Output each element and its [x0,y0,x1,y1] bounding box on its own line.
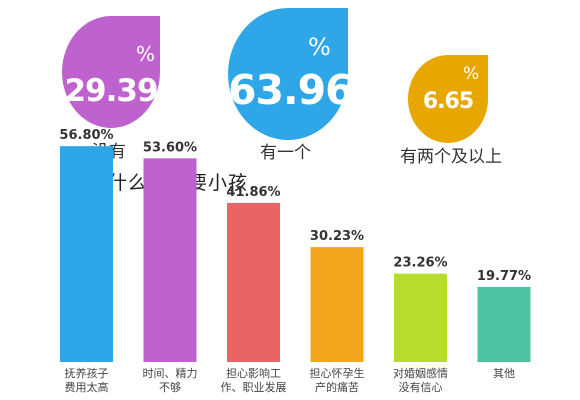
bar-value-label-6: 19.77% [477,269,531,284]
category-label-1-line-2: 费用太高 [65,380,109,394]
bar-6 [477,286,531,362]
category-label-3-line-1: 担心影响工 [226,366,281,380]
category-label-2-line-2: 不够 [159,381,181,394]
bar-3 [227,202,280,362]
bar-5 [394,273,447,362]
drop-fill [408,55,488,143]
drop-value: 63.96 [228,66,354,114]
bar-1 [60,146,113,362]
drop-shape [228,8,348,140]
drop-label: 有一个 [260,143,311,163]
category-label-2-line-1: 时间、精力 [143,367,198,380]
category-label-3-line-2: 作、职业发展 [221,380,287,394]
bar-value-label-2: 53.60% [143,140,197,155]
bar-value-label-5: 23.26% [393,256,447,271]
category-label-6-line-1: 其他 [493,367,515,380]
summary-drop-one: 63.96 % 有一个 [228,8,354,163]
category-label-1-line-1: 抚养孩子 [65,366,109,380]
percent-sign: % [463,64,480,84]
category-label-5-line-1: 对婚姻感情 [393,366,448,380]
bar-value-label-3: 41.86% [226,185,280,200]
drop-value: 6.65 [422,89,474,114]
drop-fill [62,16,160,128]
drop-label: 有两个及以上 [400,147,502,167]
summary-drop-two-plus: 6.65 % 有两个及以上 [400,55,502,167]
drop-value: 29.39 [64,73,158,109]
bar-value-label-4: 30.23% [310,229,364,244]
percent-sign: % [136,42,156,66]
bar-2 [143,158,197,362]
drop-fill [228,8,348,140]
drop-shape [408,55,488,143]
drop-shape [62,16,160,128]
percent-sign: % [308,33,331,61]
bar-value-label-1: 56.80% [59,128,113,143]
bar-4 [310,247,364,362]
category-label-5-line-2: 没有信心 [399,380,443,394]
category-label-4-line-2: 产的痛苦 [315,380,359,394]
category-label-4-line-1: 担心怀孕生 [310,366,365,380]
summary-drop-none: 29.39 % 没有 [62,16,160,162]
